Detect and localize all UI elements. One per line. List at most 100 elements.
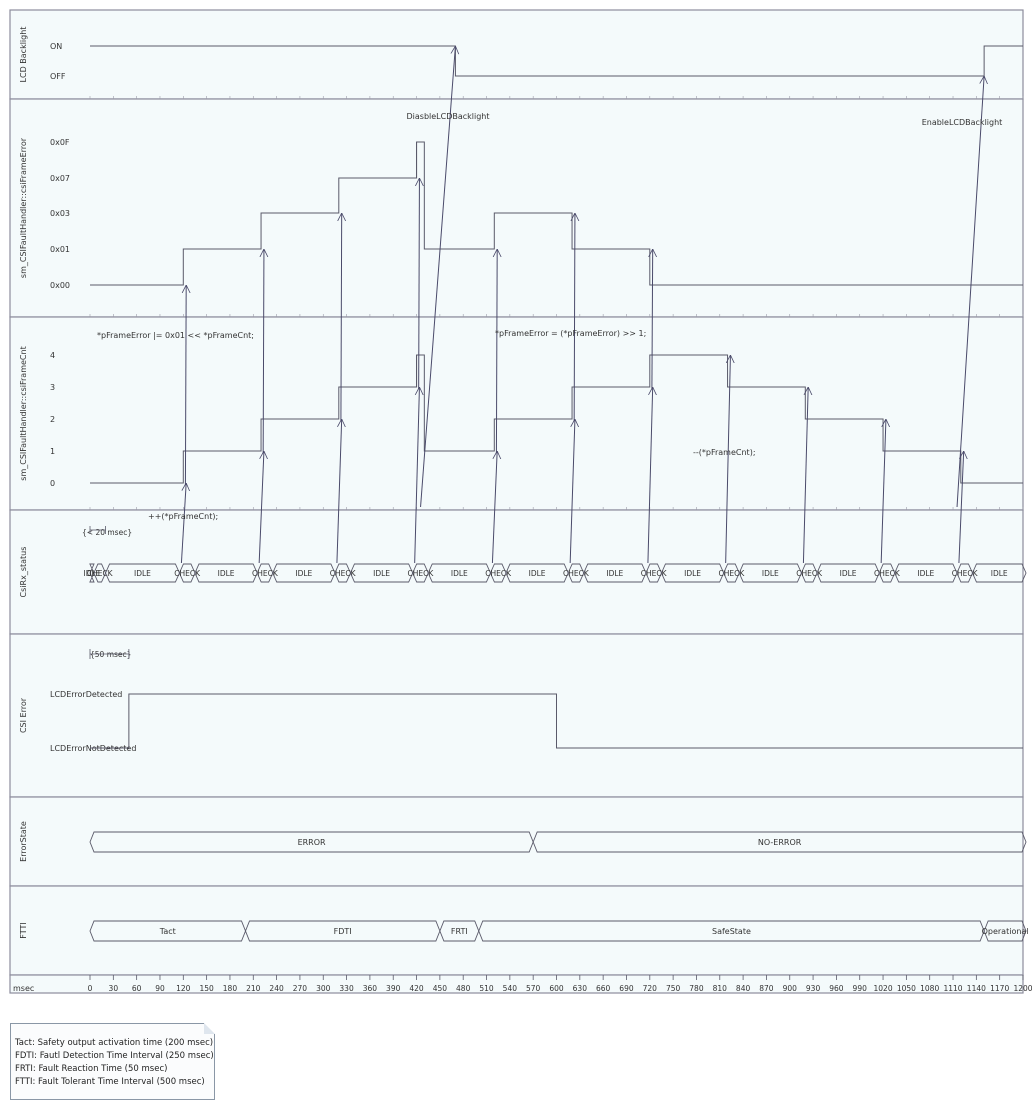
lane-label-csierror: CSI Error: [19, 697, 28, 733]
time-axis-tick-label: 0: [88, 984, 93, 993]
csi-error-signal: [90, 693, 1023, 749]
time-axis: [9, 974, 1024, 994]
annotation-constraint-50: {50 msec}: [90, 650, 131, 659]
csirx-label: IDLE: [529, 569, 546, 578]
csirx-label: CHECK: [174, 569, 201, 578]
state-label-framecnt: 0: [50, 479, 55, 488]
note-line-ftti: FTTI: Fault Tolerant Time Interval (500 …: [15, 1077, 205, 1087]
csirx-label: CHECK: [252, 569, 279, 578]
time-axis-tick-label: 30: [109, 984, 119, 993]
ftti-label: Tact: [159, 927, 176, 936]
time-axis-tick-label: 1170: [990, 984, 1009, 993]
csirx-label: IDLE: [134, 569, 151, 578]
time-axis-tick-label: 60: [132, 984, 142, 993]
ftti-label: FRTI: [451, 927, 468, 936]
time-axis-tick-label: 450: [433, 984, 448, 993]
state-label-framecnt: 4: [50, 351, 55, 360]
lane-lcd: [9, 9, 1024, 100]
legend-note: Tact: Safety output activation time (200…: [10, 1023, 215, 1100]
csirx-label: IDLE: [373, 569, 390, 578]
csirx-label: CHECK: [408, 569, 435, 578]
message-csirx-to-framecnt: [414, 387, 420, 564]
message-framecnt-to-frameerror: [496, 249, 497, 454]
frame-error-signal: [90, 141, 1023, 286]
note-line-tact: Tact: Safety output activation time (200…: [15, 1038, 214, 1048]
csirx-label: IDLE: [991, 569, 1008, 578]
csirx-segment: [971, 563, 1027, 583]
ftti-label: Operational: [982, 927, 1029, 936]
time-axis-tick-label: 780: [689, 984, 704, 993]
time-axis-tick-label: 960: [829, 984, 844, 993]
time-axis-tick-label: 990: [853, 984, 868, 993]
state-label-framecnt: 1: [50, 447, 55, 456]
time-axis-tick-label: 390: [386, 984, 401, 993]
time-axis-tick-label: 90: [155, 984, 165, 993]
lane-label-ftti: FTTI: [19, 922, 28, 938]
time-axis-tick-label: 1140: [967, 984, 986, 993]
annotation-shift-right: *pFrameError = (*pFrameError) >> 1;: [495, 329, 646, 338]
time-axis-tick-label: 1200: [1013, 984, 1032, 993]
message-enable-backlight: [956, 76, 984, 508]
errorstate-segment: [532, 831, 1027, 853]
state-label-frameerror: 0x07: [50, 174, 70, 183]
time-axis-tick-label: 360: [363, 984, 378, 993]
time-axis-tick-label: 840: [736, 984, 751, 993]
csirx-label: IDLE: [451, 569, 468, 578]
state-label-frameerror: 0x01: [50, 245, 70, 254]
annotation-disable-backlight: DiasbleLCDBacklight: [406, 112, 489, 121]
lane-errorstate: [9, 796, 1024, 887]
message-csirx-to-framecnt: [647, 387, 653, 564]
time-axis-tick-label: 870: [759, 984, 774, 993]
csirx-label: IDLE: [762, 569, 779, 578]
note-fold-corner: [204, 1023, 215, 1034]
csirx-label: CHECK: [87, 569, 114, 578]
time-axis-tick-label: 300: [316, 984, 331, 993]
time-axis-tick-label: 1080: [920, 984, 939, 993]
time-axis-tick-label: 810: [713, 984, 728, 993]
csirx-label: IDLE: [606, 569, 623, 578]
annotation-decrement: --(*pFrameCnt);: [693, 448, 756, 457]
time-axis-unit: msec: [13, 984, 34, 993]
state-label-framecnt: 2: [50, 415, 55, 424]
message-csirx-to-framecnt: [725, 355, 731, 564]
state-label-on: ON: [50, 42, 62, 51]
time-axis-tick-label: 750: [666, 984, 681, 993]
message-framecnt-to-frameerror: [574, 213, 575, 422]
time-axis-tick-label: 540: [503, 984, 518, 993]
time-axis-tick-label: 1020: [874, 984, 893, 993]
time-axis-tick-label: 1110: [943, 984, 962, 993]
time-axis-tick-label: 120: [176, 984, 191, 993]
time-axis-tick-label: 480: [456, 984, 471, 993]
message-framecnt-to-frameerror: [185, 285, 186, 486]
lane-label-framecnt: sm_CSIFaultHandler::csiFrameCnt: [19, 346, 28, 480]
time-axis-tick-label: 210: [246, 984, 261, 993]
csirx-label: CHECK: [952, 569, 979, 578]
lane-label-csirx: CsiRx_status: [19, 547, 28, 598]
state-label-frameerror: 0x03: [50, 209, 70, 218]
state-label-off: OFF: [50, 72, 66, 81]
note-line-frti: FRTI: Fault Reaction Time (50 msec): [15, 1064, 168, 1074]
message-disable-backlight: [420, 46, 456, 508]
csirx-label: IDLE: [83, 569, 100, 578]
time-axis-tick-label: 660: [596, 984, 611, 993]
time-axis-tick-label: 270: [293, 984, 308, 993]
time-axis-tick-label: 600: [549, 984, 564, 993]
errorstate-label: ERROR: [298, 838, 326, 847]
csirx-label: IDLE: [840, 569, 857, 578]
message-csirx-to-framecnt: [880, 419, 886, 564]
annotation-or-shift: *pFrameError |= 0x01 << *pFrameCnt;: [97, 331, 254, 340]
lane-framecnt: [9, 316, 1024, 511]
note-line-fdti: FDTI: Fautl Detection Time Interval (250…: [15, 1051, 214, 1061]
message-framecnt-to-frameerror: [263, 249, 264, 454]
message-csirx-to-framecnt: [958, 451, 964, 564]
state-label-frameerror: 0x0F: [50, 138, 70, 147]
ftti-label: FDTI: [334, 927, 352, 936]
time-axis-tick-label: 930: [806, 984, 821, 993]
message-csirx-to-framecnt: [569, 419, 575, 564]
annotation-increment: ++(*pFrameCnt);: [148, 512, 218, 521]
csirx-label: CHECK: [563, 569, 590, 578]
time-axis-tick-label: 630: [573, 984, 588, 993]
frame-count-signal: [90, 354, 1023, 484]
csirx-label: IDLE: [218, 569, 235, 578]
message-csirx-to-framecnt: [180, 483, 186, 564]
